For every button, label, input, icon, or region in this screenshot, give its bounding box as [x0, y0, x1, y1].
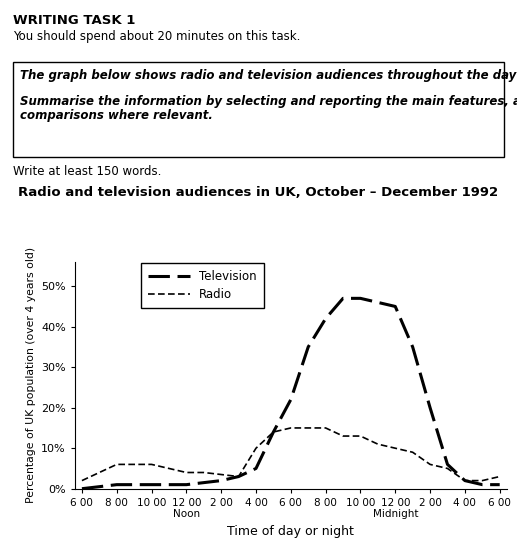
Television [340, 295, 346, 301]
Text: The graph below shows radio and television audiences throughout the day in 1992.: The graph below shows radio and televisi… [20, 69, 517, 82]
Text: Summarise the information by selecting and reporting the main features, and make: Summarise the information by selecting a… [20, 94, 517, 123]
Radio [392, 445, 399, 451]
Television [357, 295, 363, 301]
Text: WRITING TASK 1: WRITING TASK 1 [13, 14, 135, 26]
Television [445, 461, 451, 468]
Radio [340, 433, 346, 440]
Text: Write at least 150 words.: Write at least 150 words. [13, 165, 161, 178]
Radio [323, 424, 329, 431]
Television [305, 343, 311, 350]
Radio [218, 471, 224, 478]
Radio [288, 424, 294, 431]
Radio [375, 441, 381, 447]
Radio [96, 469, 102, 476]
Line: Television: Television [82, 298, 500, 489]
Television [253, 465, 259, 472]
Radio [131, 461, 137, 468]
Television [183, 482, 189, 488]
Text: Radio and television audiences in UK, October – December 1992: Radio and television audiences in UK, Oc… [19, 186, 498, 199]
Radio [166, 465, 172, 472]
Television [131, 482, 137, 488]
Television [235, 473, 241, 480]
Radio [427, 461, 433, 468]
Radio [357, 433, 363, 440]
Television [375, 299, 381, 306]
Television [96, 483, 102, 490]
Radio [114, 461, 120, 468]
Radio [462, 477, 468, 484]
Television [166, 482, 172, 488]
Television [218, 477, 224, 484]
Radio [270, 429, 277, 435]
Radio [253, 445, 259, 451]
Television [323, 315, 329, 322]
Television [148, 482, 155, 488]
Legend: Television, Radio: Television, Radio [141, 264, 264, 308]
Television [201, 480, 207, 486]
Radio [445, 465, 451, 472]
Radio [479, 477, 485, 484]
Radio [201, 469, 207, 476]
X-axis label: Time of day or night: Time of day or night [227, 525, 354, 538]
Television [462, 477, 468, 484]
Television [479, 482, 485, 488]
Television [288, 396, 294, 403]
Television [79, 485, 85, 492]
Radio [235, 473, 241, 480]
Television [270, 429, 277, 435]
Text: You should spend about 20 minutes on this task.: You should spend about 20 minutes on thi… [13, 30, 300, 43]
Television [392, 303, 399, 309]
Radio [305, 424, 311, 431]
Radio [148, 461, 155, 468]
Radio [497, 473, 503, 480]
Television [497, 482, 503, 488]
Radio [409, 449, 416, 456]
Radio [183, 469, 189, 476]
Television [427, 404, 433, 411]
Radio [79, 477, 85, 484]
Y-axis label: Percentage of UK population (over 4 years old): Percentage of UK population (over 4 year… [26, 247, 36, 503]
Television [114, 482, 120, 488]
Television [409, 343, 416, 350]
Line: Radio: Radio [82, 428, 500, 481]
